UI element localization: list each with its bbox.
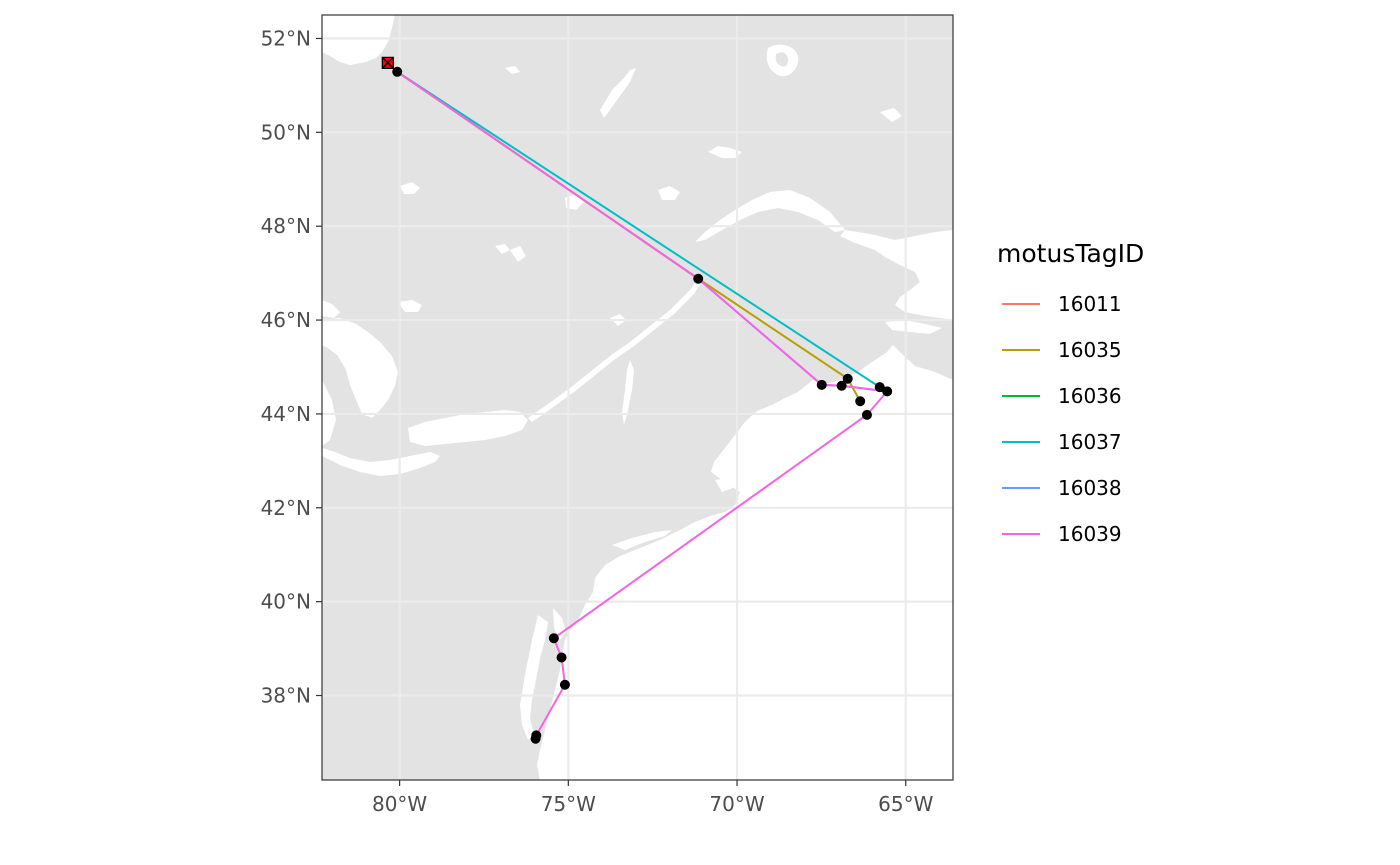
detection-point [855, 396, 866, 407]
release-site-marker [381, 56, 394, 69]
x-tick-label: 70°W [709, 792, 764, 816]
lake-superior [322, 300, 340, 318]
legend-title: motusTagID [997, 239, 1144, 268]
y-tick-label: 50°N [261, 120, 311, 144]
small-lake-4 [510, 246, 526, 262]
detection-point [882, 386, 893, 397]
legend-label-16011: 16011 [1058, 292, 1122, 316]
small-lake-1 [505, 66, 520, 74]
manicouagan-reservoir [766, 44, 799, 77]
y-tick-label: 42°N [261, 496, 311, 520]
reservoir-west [400, 182, 420, 194]
legend-label-16038: 16038 [1058, 476, 1122, 500]
reservoir-central [708, 146, 742, 158]
panel-border [321, 14, 954, 781]
lake-huron [322, 318, 398, 418]
detection-point [842, 373, 853, 384]
detection-point [874, 382, 885, 393]
legend: motusTagID 16011 16035 16036 16037 16038 1603… [997, 239, 1144, 546]
st-lawrence-estuary [695, 190, 845, 242]
x-tick-label: 80°W [372, 792, 427, 816]
legend-label-16039: 16039 [1058, 522, 1122, 546]
long-island-sound [612, 530, 672, 550]
lake-nipissing [398, 300, 422, 312]
detection-point [836, 380, 847, 391]
y-tick-label: 44°N [261, 402, 311, 426]
james-bay [322, 15, 395, 65]
detections-layer [392, 66, 893, 744]
release-cross-b [381, 56, 394, 69]
water-bodies [322, 15, 953, 780]
legend-label-16035: 16035 [1058, 338, 1122, 362]
x-axis: 80°W 75°W 70°W 65°W [372, 780, 934, 816]
detection-point [556, 652, 567, 663]
northumberland-strait [885, 320, 942, 334]
reservoir-north [600, 68, 636, 118]
legend-entries: 16011 16035 16036 16037 16038 16039 [1002, 292, 1122, 546]
detection-point [816, 379, 827, 390]
y-tick-label: 52°N [261, 26, 311, 50]
detection-point [530, 733, 541, 744]
cape-cod-bay [715, 478, 733, 492]
detection-point [693, 273, 704, 284]
lake-ontario [408, 410, 528, 446]
lake-erie [322, 448, 440, 476]
lake-st-john [658, 186, 680, 200]
chesapeake-bay [520, 615, 548, 740]
st-lawrence-river [528, 276, 704, 422]
y-axis: 38°N 40°N 42°N 44°N 46°N 48°N 50°N 52°N [261, 26, 322, 708]
lake-champlain [622, 360, 634, 425]
legend-label-16036: 16036 [1058, 384, 1122, 408]
small-lake-3 [495, 244, 510, 254]
x-tick-label: 65°W [878, 792, 933, 816]
x-tick-label: 75°W [541, 792, 596, 816]
detection-point [861, 409, 872, 420]
detection-point [548, 633, 559, 644]
atlantic-ocean [537, 345, 953, 780]
gulf-of-st-lawrence [840, 230, 953, 320]
graticule [322, 15, 953, 780]
legend-label-16037: 16037 [1058, 430, 1122, 454]
y-tick-label: 46°N [261, 308, 311, 332]
detection-point [392, 66, 403, 77]
small-lake-6 [880, 108, 902, 122]
y-tick-label: 48°N [261, 214, 311, 238]
detection-point [559, 679, 570, 690]
y-tick-label: 40°N [261, 590, 311, 614]
track-16039 [396, 70, 889, 736]
y-tick-label: 38°N [261, 684, 311, 708]
basemap [322, 15, 953, 780]
